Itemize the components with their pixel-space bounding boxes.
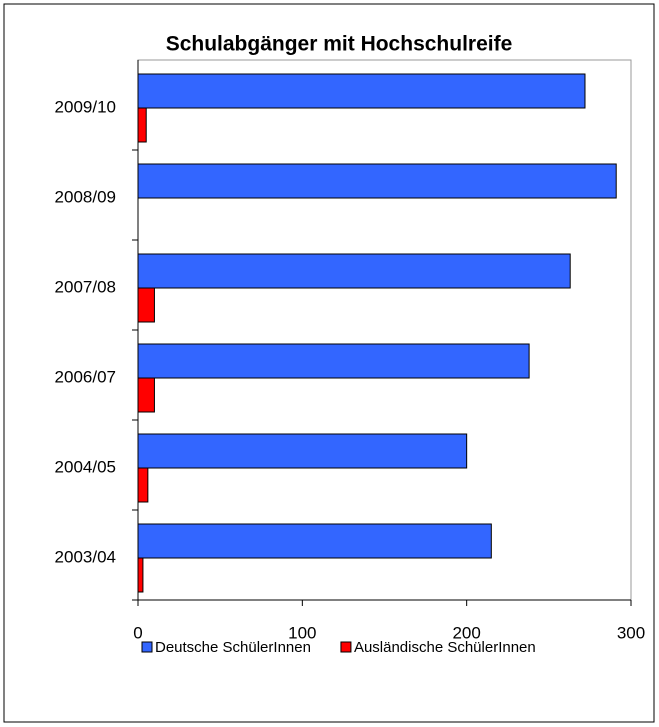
y-tick-label: 2008/09 [55,187,116,206]
legend-label: Ausländische SchülerInnen [354,639,536,656]
bar [137,523,492,559]
y-tick-label: 2006/07 [55,367,116,386]
y-tick-label: 2007/08 [55,277,116,296]
bar [137,73,586,109]
x-tick-label: 200 [452,623,480,642]
bar [137,163,617,199]
bar [137,287,155,323]
chart-title: Schulabgänger mit Hochschulreife [166,33,513,56]
bar [137,107,147,143]
legend-swatch [141,641,153,653]
bar [137,253,571,289]
bar [137,343,530,379]
bar [137,433,468,469]
bar [137,557,144,593]
x-tick-label: 0 [133,623,142,642]
bar [137,377,155,413]
y-tick-label: 2009/10 [55,97,116,116]
legend-swatch [340,641,352,653]
y-tick-label: 2004/05 [55,457,116,476]
y-tick-label: 2003/04 [55,547,116,566]
x-tick-label: 300 [617,623,645,642]
legend-label: Deutsche SchülerInnen [155,639,311,656]
bar [137,467,149,503]
x-tick-label: 100 [288,623,316,642]
